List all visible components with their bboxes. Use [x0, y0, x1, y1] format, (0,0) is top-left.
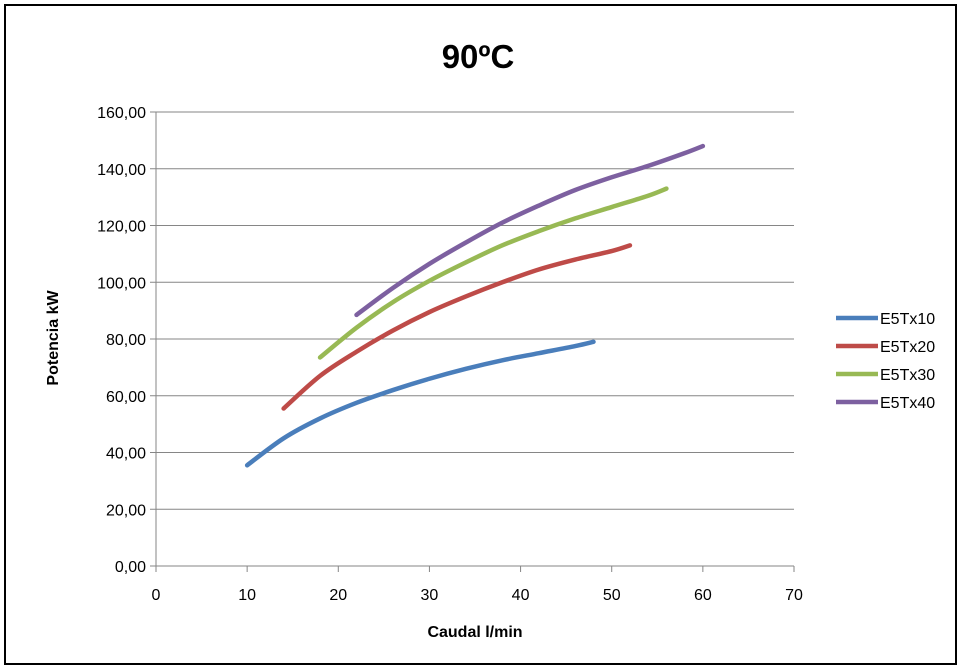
- y-tick-label-0: 0,00: [115, 559, 146, 576]
- series-lines: [244, 143, 706, 468]
- y-tick-label-2: 40,00: [106, 446, 146, 463]
- axes: 0,00 20,00 40,00 60,00 80,00 100,00 120,00 140,…: [97, 105, 803, 604]
- x-tick-label-3: 30: [421, 587, 439, 604]
- y-tick-label-4: 80,00: [106, 332, 146, 349]
- series-line-e5tx40: [354, 143, 706, 318]
- x-tick-label-2: 20: [329, 587, 347, 604]
- y-axis-label: Potencia kW: [45, 290, 62, 386]
- y-tick-label-8: 160,00: [97, 105, 146, 122]
- x-tick-label-0: 0: [152, 587, 161, 604]
- y-tick-label-6: 120,00: [97, 219, 146, 236]
- y-tick-label-1: 20,00: [106, 502, 146, 519]
- y-tick-label-7: 140,00: [97, 162, 146, 179]
- x-tick-label-1: 10: [238, 587, 256, 604]
- legend-label-e5tx30: E5Tx30: [880, 367, 935, 384]
- x-tick-label-5: 50: [603, 587, 621, 604]
- chart-title: 90ºC: [442, 38, 515, 75]
- x-tick-label-4: 40: [512, 587, 530, 604]
- series-line-e5tx20: [281, 243, 633, 411]
- legend-label-e5tx20: E5Tx20: [880, 339, 935, 356]
- chart-frame: [4, 4, 957, 665]
- legend-label-e5tx10: E5Tx10: [880, 311, 935, 328]
- series-line-e5tx10: [244, 339, 596, 468]
- gridlines: [156, 111, 794, 567]
- x-tick-label-7: 70: [785, 587, 803, 604]
- series-line-e5tx30: [317, 186, 669, 360]
- legend: E5Tx10 E5Tx20 E5Tx30 E5Tx40: [836, 311, 935, 412]
- y-tick-label-5: 100,00: [97, 275, 146, 292]
- y-tick-label-3: 60,00: [106, 389, 146, 406]
- x-axis-label: Caudal l/min: [427, 624, 522, 641]
- x-tick-label-6: 60: [694, 587, 712, 604]
- legend-label-e5tx40: E5Tx40: [880, 395, 935, 412]
